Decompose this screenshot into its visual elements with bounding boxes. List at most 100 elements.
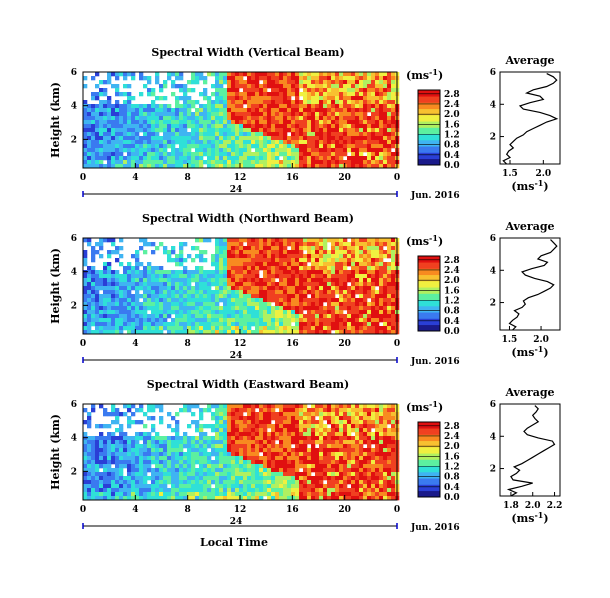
heatmap-cell <box>115 330 120 335</box>
heatmap-cell <box>239 408 244 413</box>
heatmap-cell <box>163 318 168 323</box>
heatmap-cell <box>99 286 104 291</box>
heatmap-cell <box>139 420 144 425</box>
heatmap-cell <box>115 76 120 81</box>
heatmap-cell <box>147 92 152 97</box>
heatmap-cell <box>231 132 236 137</box>
heatmap-cell <box>127 84 132 89</box>
heatmap-cell <box>135 108 140 113</box>
heatmap-cell <box>287 468 292 473</box>
x-tick-label: 20 <box>338 173 351 183</box>
profile-y-tick-label: 6 <box>490 68 496 78</box>
heatmap-cell <box>139 144 144 149</box>
heatmap-cell <box>231 452 236 457</box>
heatmap-cell <box>203 238 208 243</box>
heatmap-cell <box>363 286 368 291</box>
heatmap-cell <box>259 408 264 413</box>
y-tick-label: 4 <box>71 268 77 278</box>
heatmap-cell <box>167 452 172 457</box>
heatmap-cell <box>183 310 188 315</box>
heatmap-cell <box>339 266 344 271</box>
heatmap-cell <box>331 318 336 323</box>
heatmap-cell <box>331 92 336 97</box>
heatmap-cell <box>295 282 300 287</box>
heatmap-cell <box>203 452 208 457</box>
heatmap-cell <box>347 480 352 485</box>
heatmap-cell <box>131 460 136 465</box>
heatmap-cell <box>99 310 104 315</box>
heatmap-cell <box>275 428 280 433</box>
heatmap-cell <box>387 128 392 133</box>
heatmap-cell <box>243 270 248 275</box>
heatmap-cell <box>111 140 116 145</box>
heatmap-cell <box>151 298 156 303</box>
heatmap-cell <box>151 294 156 299</box>
heatmap-cell <box>215 294 220 299</box>
heatmap-cell <box>83 108 88 113</box>
heatmap-cell <box>199 136 204 141</box>
heatmap-cell <box>231 428 236 433</box>
heatmap-cell <box>247 84 252 89</box>
heatmap-cell <box>311 416 316 421</box>
heatmap-cell <box>227 484 232 489</box>
heatmap-cell <box>327 306 332 311</box>
heatmap-cell <box>111 468 116 473</box>
heatmap-cell <box>103 266 108 271</box>
heatmap-cell <box>323 322 328 327</box>
heatmap-cell <box>315 96 320 101</box>
heatmap-cell <box>175 258 180 263</box>
heatmap-cell <box>203 250 208 255</box>
heatmap-cell <box>175 290 180 295</box>
heatmap-cell <box>115 306 120 311</box>
heatmap-cell <box>319 80 324 85</box>
heatmap-cell <box>235 322 240 327</box>
heatmap-cell <box>355 140 360 145</box>
heatmap-cell <box>319 88 324 93</box>
heatmap-cell <box>151 116 156 121</box>
heatmap-cell <box>371 152 376 157</box>
heatmap-cell <box>155 492 160 497</box>
heatmap-cell <box>319 152 324 157</box>
heatmap-cell <box>203 330 208 335</box>
heatmap-cell <box>275 412 280 417</box>
heatmap-cell <box>115 460 120 465</box>
heatmap-cell <box>315 282 320 287</box>
heatmap-cell <box>315 468 320 473</box>
heatmap-cell <box>155 302 160 307</box>
heatmap-cell <box>259 318 264 323</box>
heatmap-cell <box>147 432 152 437</box>
heatmap-cell <box>343 238 348 243</box>
heatmap-cell <box>155 270 160 275</box>
heatmap-cell <box>371 84 376 89</box>
heatmap-cell <box>367 160 372 165</box>
heatmap-cell <box>171 84 176 89</box>
heatmap-cell <box>271 310 276 315</box>
heatmap-cell <box>167 132 172 137</box>
heatmap-cell <box>167 120 172 125</box>
heatmap-cell <box>199 160 204 165</box>
heatmap-cell <box>387 84 392 89</box>
heatmap-cell <box>291 420 296 425</box>
heatmap-cell <box>351 258 356 263</box>
heatmap-cell <box>263 286 268 291</box>
heatmap-cell <box>91 484 96 489</box>
heatmap-cell <box>83 144 88 149</box>
heatmap-cell <box>187 144 192 149</box>
heatmap-cell <box>271 92 276 97</box>
heatmap-cell <box>299 148 304 153</box>
heatmap-cell <box>275 160 280 165</box>
heatmap-cell <box>99 496 104 501</box>
heatmap-cell <box>99 136 104 141</box>
heatmap-cell <box>331 290 336 295</box>
heatmap-cell <box>311 294 316 299</box>
heatmap-cell <box>99 116 104 121</box>
heatmap-cell <box>111 282 116 287</box>
heatmap-cell <box>227 156 232 161</box>
heatmap-cell <box>275 460 280 465</box>
heatmap-cell <box>147 492 152 497</box>
heatmap-cell <box>215 416 220 421</box>
heatmap-cell <box>263 108 268 113</box>
heatmap-cell <box>379 274 384 279</box>
heatmap-cell <box>343 140 348 145</box>
heatmap-cell <box>239 164 244 169</box>
